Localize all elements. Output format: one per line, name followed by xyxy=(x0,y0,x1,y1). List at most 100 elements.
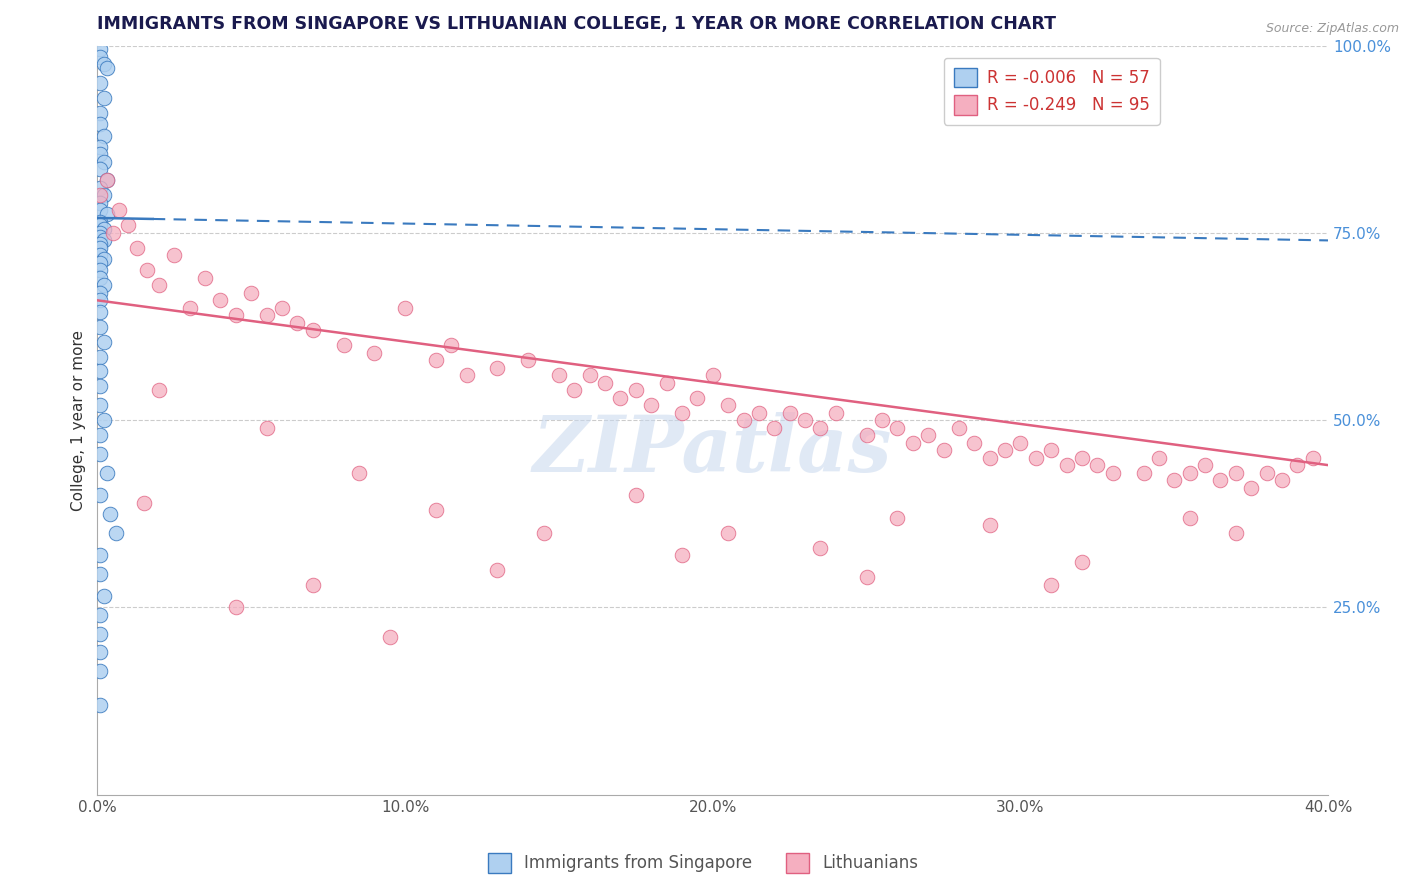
Point xyxy=(127,241,149,255)
Point xyxy=(301,323,323,337)
Point xyxy=(347,466,370,480)
Point xyxy=(93,91,115,105)
Point xyxy=(117,219,139,233)
Point xyxy=(748,406,770,420)
Point xyxy=(378,631,401,645)
Point xyxy=(89,196,111,211)
Point xyxy=(89,76,111,90)
Point xyxy=(533,525,555,540)
Point xyxy=(824,406,846,420)
Point xyxy=(89,626,111,640)
Point xyxy=(456,368,478,383)
Point xyxy=(89,607,111,622)
Point xyxy=(96,61,118,75)
Point xyxy=(89,117,111,131)
Point xyxy=(93,154,115,169)
Point xyxy=(562,383,585,397)
Point xyxy=(1178,510,1201,524)
Point xyxy=(89,42,111,56)
Point xyxy=(686,391,709,405)
Point xyxy=(1010,435,1032,450)
Point xyxy=(979,450,1001,465)
Point xyxy=(93,252,115,267)
Point xyxy=(89,566,111,581)
Point xyxy=(89,50,111,64)
Point xyxy=(1040,443,1063,458)
Point xyxy=(702,368,724,383)
Point xyxy=(101,226,124,240)
Point xyxy=(517,353,540,368)
Point xyxy=(1040,578,1063,592)
Point xyxy=(89,263,111,277)
Point xyxy=(578,368,600,383)
Point xyxy=(163,248,186,262)
Point xyxy=(89,215,111,229)
Point xyxy=(89,293,111,308)
Point xyxy=(394,301,416,315)
Point xyxy=(148,383,170,397)
Point xyxy=(1286,458,1309,472)
Text: Source: ZipAtlas.com: Source: ZipAtlas.com xyxy=(1265,22,1399,36)
Point xyxy=(225,600,247,615)
Point xyxy=(135,263,157,277)
Point xyxy=(108,203,131,218)
Point xyxy=(794,413,817,427)
Point xyxy=(948,420,970,434)
Point xyxy=(994,443,1017,458)
Point xyxy=(1132,466,1154,480)
Point xyxy=(855,428,877,442)
Point xyxy=(89,488,111,502)
Point xyxy=(89,229,111,244)
Point xyxy=(89,698,111,712)
Point xyxy=(486,563,509,577)
Point xyxy=(89,398,111,412)
Point xyxy=(93,234,115,248)
Point xyxy=(225,308,247,322)
Point xyxy=(89,162,111,177)
Point xyxy=(240,285,263,300)
Point xyxy=(89,140,111,154)
Point xyxy=(89,379,111,393)
Point xyxy=(89,364,111,378)
Point xyxy=(1025,450,1047,465)
Point xyxy=(89,241,111,255)
Point xyxy=(98,507,121,521)
Point xyxy=(132,495,155,509)
Point xyxy=(89,256,111,270)
Point xyxy=(256,308,278,322)
Point xyxy=(671,548,693,562)
Point xyxy=(917,428,939,442)
Point xyxy=(870,413,893,427)
Point xyxy=(148,278,170,293)
Point xyxy=(301,578,323,592)
Point xyxy=(89,219,111,233)
Point xyxy=(89,226,111,240)
Point xyxy=(93,334,115,349)
Point xyxy=(89,350,111,364)
Point xyxy=(1071,556,1094,570)
Point xyxy=(425,503,447,517)
Point xyxy=(93,413,115,427)
Point xyxy=(1225,466,1247,480)
Point xyxy=(93,128,115,143)
Point xyxy=(640,398,662,412)
Point xyxy=(1209,473,1232,487)
Point xyxy=(1240,481,1263,495)
Point xyxy=(1256,466,1278,480)
Point xyxy=(89,664,111,678)
Point xyxy=(179,301,201,315)
Point xyxy=(886,420,908,434)
Point xyxy=(624,488,647,502)
Point xyxy=(93,188,115,202)
Point xyxy=(624,383,647,397)
Point xyxy=(1056,458,1078,472)
Point xyxy=(271,301,294,315)
Point xyxy=(1302,450,1324,465)
Text: ZIPatlas: ZIPatlas xyxy=(533,412,893,489)
Point xyxy=(717,398,740,412)
Point xyxy=(733,413,755,427)
Point xyxy=(89,319,111,334)
Point xyxy=(96,173,118,187)
Point xyxy=(332,338,354,352)
Point xyxy=(671,406,693,420)
